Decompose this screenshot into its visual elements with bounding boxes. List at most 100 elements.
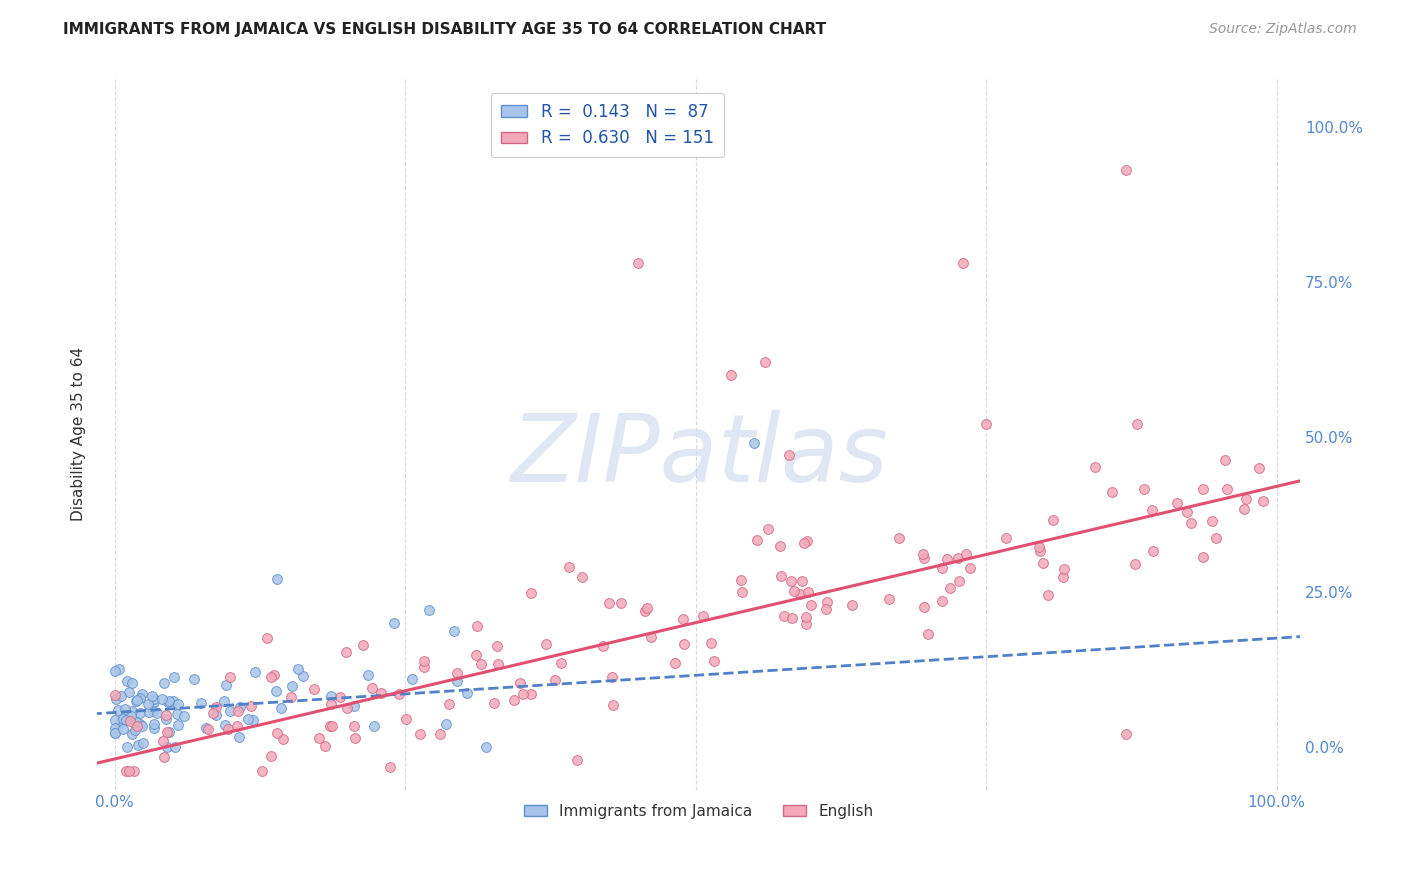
Point <box>610 596 633 610</box>
Point <box>1029 543 1052 558</box>
Point <box>388 688 411 702</box>
Point <box>118 714 141 728</box>
Point <box>129 690 152 705</box>
Point <box>363 719 385 733</box>
Point <box>1166 496 1188 510</box>
Point <box>329 690 352 705</box>
Point <box>796 534 818 549</box>
Point <box>215 678 238 692</box>
Point <box>598 596 620 610</box>
Text: Source: ZipAtlas.com: Source: ZipAtlas.com <box>1209 22 1357 37</box>
Point <box>120 708 142 723</box>
Point <box>153 750 176 764</box>
Point <box>1053 562 1076 576</box>
Point <box>409 727 432 741</box>
Point <box>1251 494 1274 508</box>
Point <box>228 731 250 745</box>
Point <box>815 595 838 609</box>
Point <box>509 676 531 690</box>
Point <box>157 695 180 709</box>
Point <box>205 708 228 723</box>
Point <box>482 696 505 710</box>
Point <box>352 638 374 652</box>
Point <box>201 706 224 721</box>
Point <box>112 712 135 726</box>
Point <box>465 648 488 662</box>
Point <box>104 689 127 703</box>
Point <box>122 764 145 779</box>
Point <box>700 636 723 650</box>
Point <box>163 670 186 684</box>
Point <box>520 586 543 600</box>
Point <box>308 731 330 745</box>
Text: ZIPatlas: ZIPatlas <box>510 409 887 500</box>
Point <box>814 602 837 616</box>
Point <box>131 719 153 733</box>
Point <box>361 681 384 695</box>
Point <box>157 724 180 739</box>
Point <box>401 672 423 686</box>
Point <box>104 726 127 740</box>
Point <box>780 611 803 625</box>
Point <box>153 676 176 690</box>
Point <box>434 716 457 731</box>
Point <box>166 707 188 722</box>
Point <box>520 687 543 701</box>
Point <box>131 687 153 701</box>
Point <box>205 700 228 714</box>
Point <box>280 690 302 705</box>
Point <box>127 693 149 707</box>
Point <box>121 676 143 690</box>
Point <box>138 705 160 719</box>
Point <box>470 657 492 671</box>
Point <box>592 640 614 654</box>
Point <box>465 619 488 633</box>
Point <box>773 609 796 624</box>
Point <box>720 368 742 382</box>
Point <box>567 753 589 767</box>
Point <box>250 764 273 779</box>
Point <box>238 712 260 726</box>
Point <box>731 584 754 599</box>
Point <box>117 673 139 688</box>
Point <box>800 599 823 613</box>
Point <box>633 604 655 618</box>
Point <box>1247 461 1270 475</box>
Point <box>1236 492 1258 507</box>
Point <box>413 654 436 668</box>
Point <box>128 706 150 720</box>
Point <box>437 698 460 712</box>
Point <box>156 725 179 739</box>
Point <box>314 739 336 753</box>
Point <box>475 739 498 754</box>
Point <box>226 704 249 718</box>
Point <box>1126 417 1149 432</box>
Point <box>1084 460 1107 475</box>
Point <box>155 712 177 726</box>
Point <box>104 691 127 706</box>
Point <box>931 561 953 575</box>
Point <box>794 616 817 631</box>
Point <box>627 256 650 270</box>
Point <box>912 599 935 614</box>
Point <box>1038 589 1060 603</box>
Point <box>114 701 136 715</box>
Point <box>754 355 776 369</box>
Point <box>108 715 131 730</box>
Point <box>270 700 292 714</box>
Point <box>730 573 752 587</box>
Point <box>770 569 793 583</box>
Point <box>602 670 624 684</box>
Point <box>214 694 236 708</box>
Point <box>1052 570 1074 584</box>
Point <box>602 698 624 712</box>
Point <box>395 712 418 726</box>
Point <box>446 674 468 689</box>
Point <box>779 574 801 588</box>
Point <box>931 594 953 608</box>
Point <box>769 539 792 553</box>
Point <box>692 609 714 624</box>
Point <box>319 689 342 703</box>
Point <box>104 714 127 728</box>
Point <box>195 721 218 735</box>
